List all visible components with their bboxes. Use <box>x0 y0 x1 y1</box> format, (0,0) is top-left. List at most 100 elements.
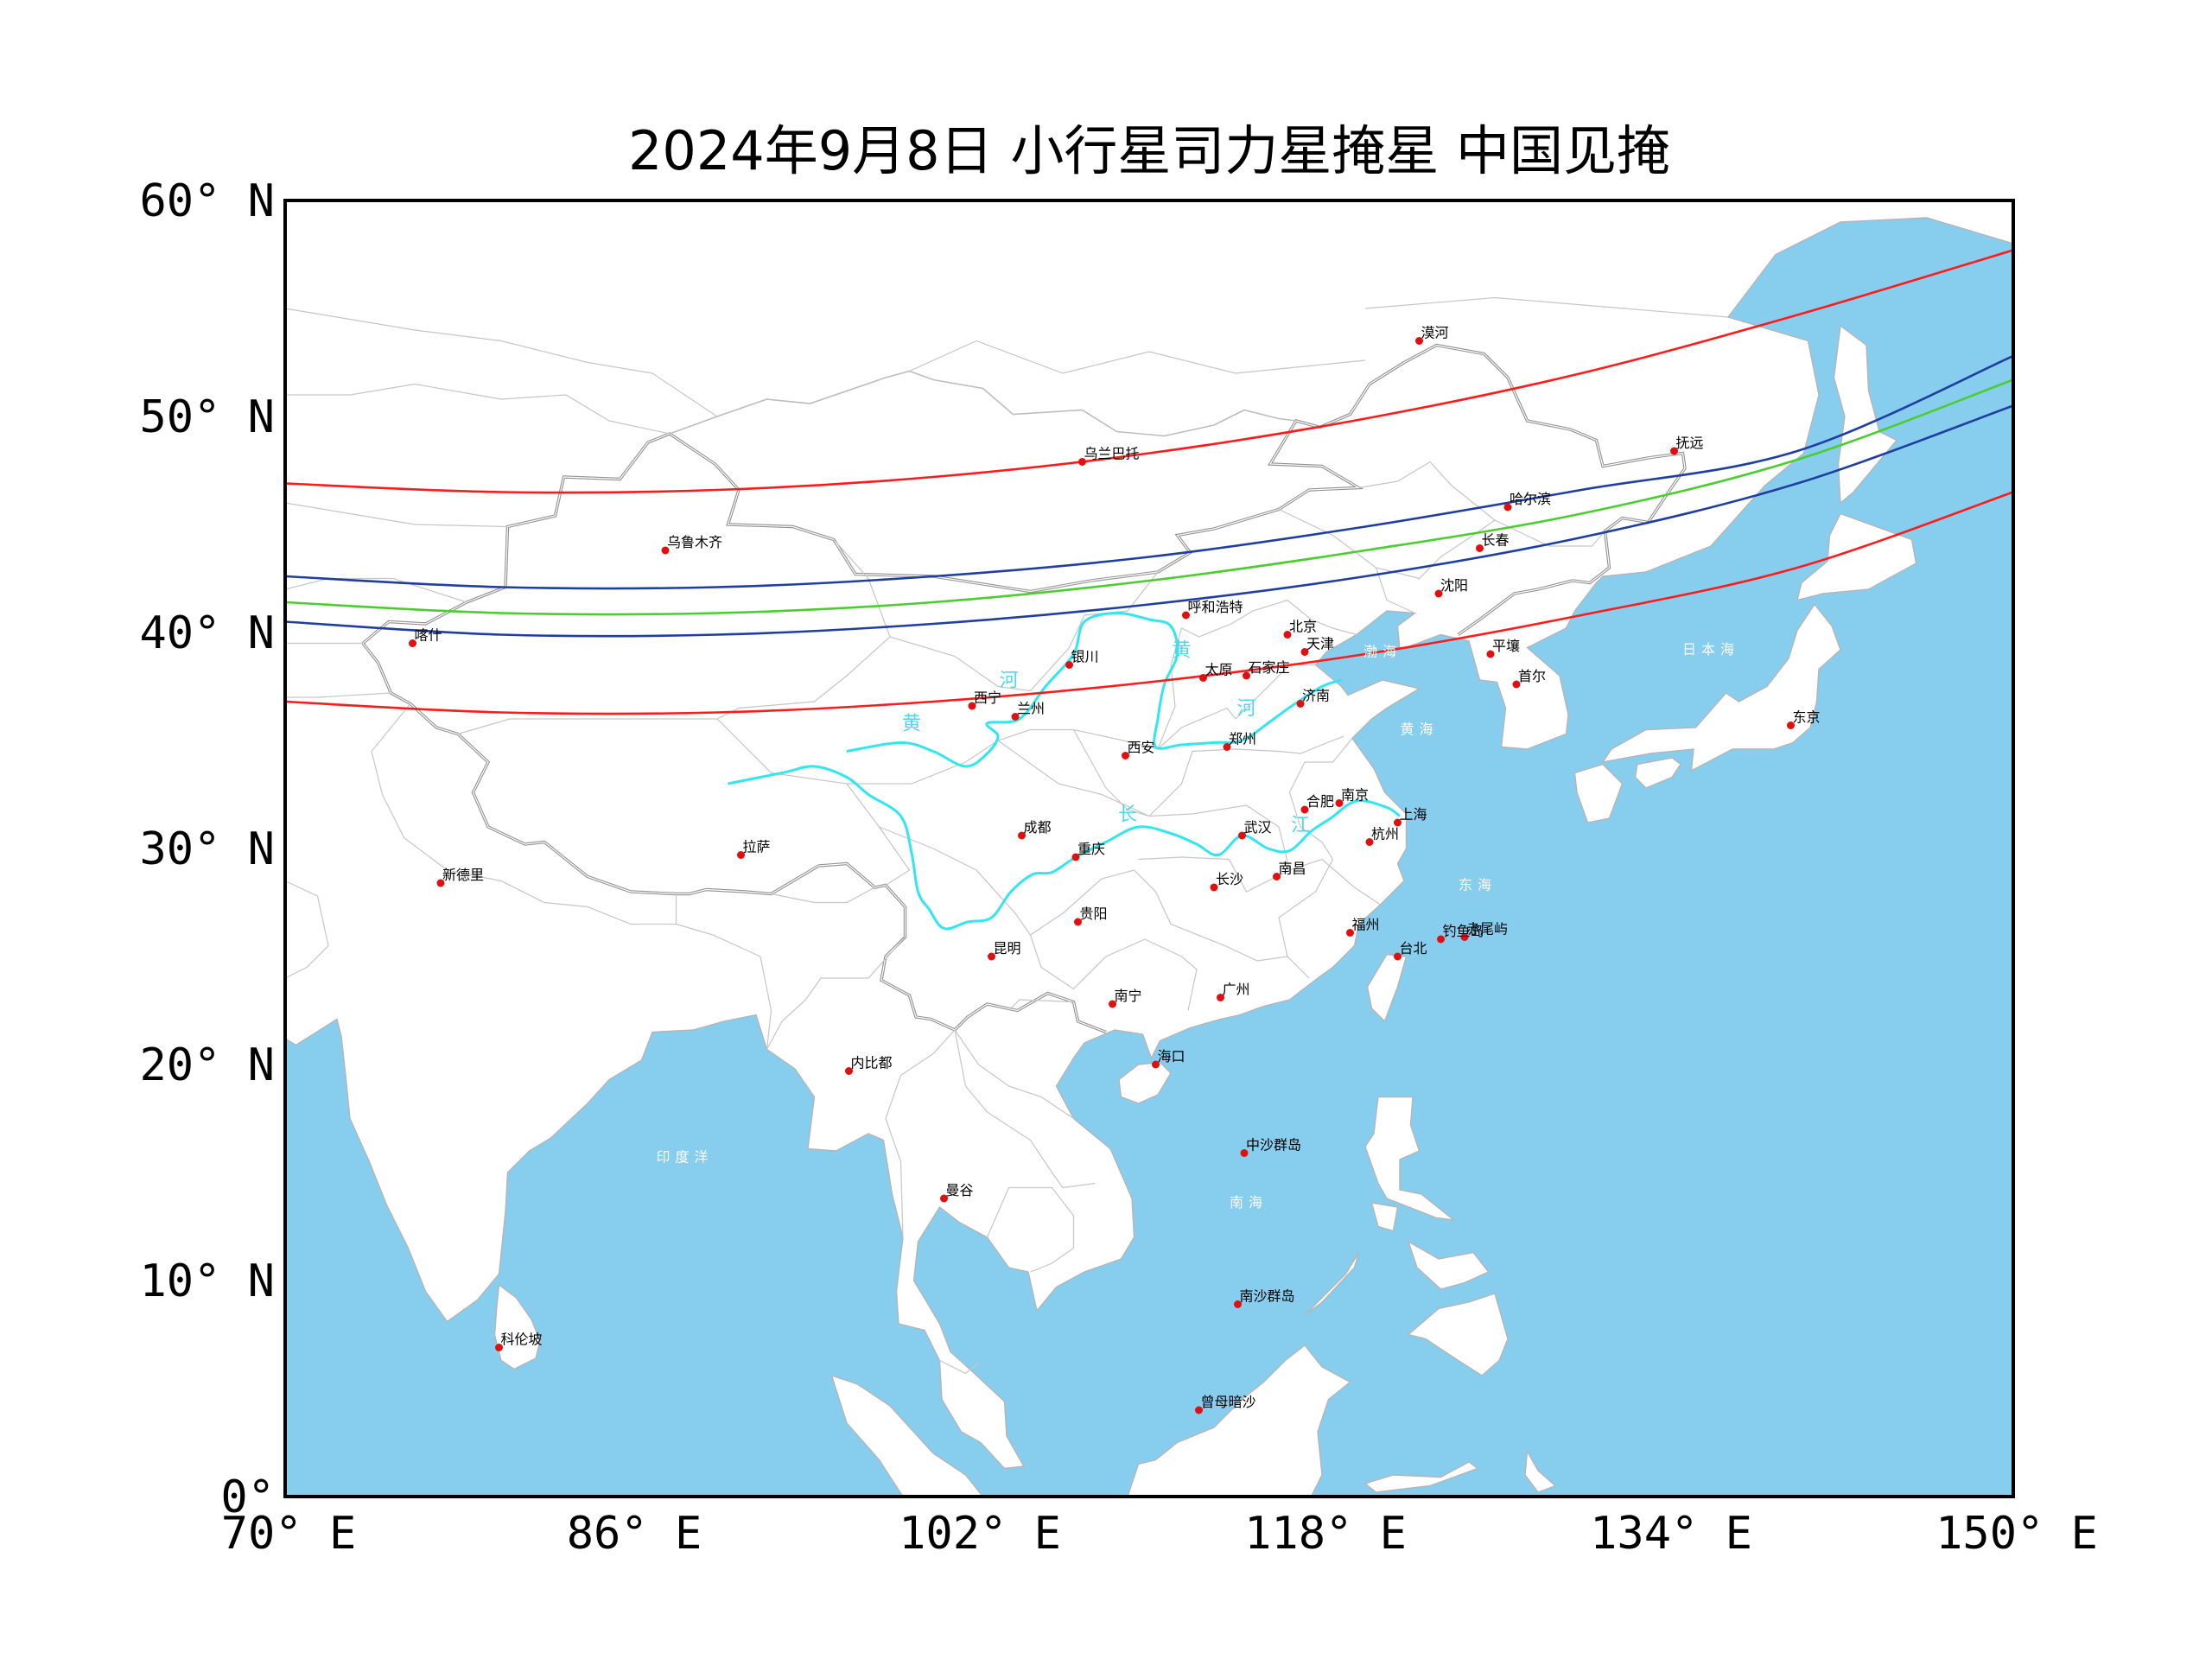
city-marker: 南沙群岛 <box>1234 1288 1295 1308</box>
city-label: 新德里 <box>442 867 484 883</box>
track-shadow-edge-line <box>285 404 2013 638</box>
city-dot <box>1437 935 1445 944</box>
city-label: 太原 <box>1205 662 1233 678</box>
river-label: 长 <box>1118 804 1137 826</box>
city-dot <box>1503 503 1512 512</box>
city-label: 钓鱼岛 <box>1443 923 1484 939</box>
admin-border <box>1494 519 1605 547</box>
city-dot <box>1346 929 1354 937</box>
city-label: 石家庄 <box>1249 659 1290 676</box>
river-label: 河 <box>1236 698 1255 720</box>
city-dot <box>1273 873 1281 880</box>
city-label: 科伦坡 <box>501 1332 543 1348</box>
admin-border <box>1364 296 1729 318</box>
admin-border <box>1278 461 1497 580</box>
city-dot <box>1300 648 1309 656</box>
city-marker: 昆明 <box>988 940 1021 961</box>
land-halmahera <box>1524 1449 1557 1493</box>
map-frame: 渤海黄海日本海东海南海印度洋 黄河黄河长江 漠河乌兰巴托抚远哈尔滨乌鲁木齐 长春沈… <box>285 200 2013 1497</box>
city-marker: 沈阳 <box>1434 577 1468 598</box>
lat-tick-label: 10° N <box>139 1255 275 1307</box>
city-label: 首尔 <box>1518 668 1546 684</box>
city-marker: 乌兰巴托 <box>1078 446 1140 466</box>
city-marker: 中沙群岛 <box>1240 1137 1301 1157</box>
admin-border <box>909 340 1366 374</box>
city-marker: 北京 <box>1283 619 1317 639</box>
city-label: 呼和浩特 <box>1188 599 1243 615</box>
sea-label: 东海 <box>1459 877 1497 893</box>
admin-border <box>1375 567 1415 614</box>
track-center-line <box>285 378 2013 616</box>
city-label: 成都 <box>1024 819 1052 836</box>
city-dot <box>1240 1149 1249 1157</box>
admin-border <box>1008 999 1074 1011</box>
admin-border <box>997 740 1381 906</box>
city-marker: 乌鲁木齐 <box>661 534 722 555</box>
sea-label: 渤海 <box>1363 644 1402 660</box>
city-label: 曾母暗沙 <box>1201 1394 1256 1410</box>
latitude-axis: 60° N 50° N 40° N 30° N 20° N 10° N 0° <box>139 175 275 1523</box>
admin-border <box>285 880 329 979</box>
city-label: 天津 <box>1306 636 1334 652</box>
city-label: 郑州 <box>1229 731 1256 747</box>
land-sumatra-tip <box>830 1374 984 1497</box>
city-marker: 南宁 <box>1109 988 1142 1008</box>
lat-tick-label: 20° N <box>139 1039 275 1091</box>
river-labels: 黄河黄河长江 <box>902 640 1310 837</box>
city-marker: 福州 <box>1346 917 1380 937</box>
admin-border <box>1278 738 1353 957</box>
river-label: 江 <box>1291 815 1310 836</box>
admin-border <box>457 539 891 735</box>
city-dot <box>1074 918 1082 926</box>
track-limit-line <box>285 491 2013 715</box>
admin-border <box>716 718 911 887</box>
city-label: 长沙 <box>1216 871 1243 887</box>
city-label: 抚远 <box>1676 435 1704 451</box>
occultation-tracks <box>285 249 2013 715</box>
city-marker: 内比都 <box>845 1055 893 1075</box>
admin-border <box>676 923 772 1050</box>
city-label: 赤尾屿 <box>1466 921 1508 938</box>
city-marker: 南昌 <box>1273 861 1306 880</box>
city-marker: 科伦坡 <box>495 1332 543 1351</box>
city-marker: 拉萨 <box>737 839 771 859</box>
city-marker: 西安 <box>1122 740 1155 760</box>
city-marker: 平壤 <box>1486 638 1520 658</box>
city-label: 西宁 <box>974 690 1001 706</box>
river-label: 黄 <box>1172 640 1191 662</box>
lat-tick-label: 60° N <box>139 175 275 227</box>
city-label: 哈尔滨 <box>1510 491 1551 507</box>
city-dot <box>1283 631 1292 639</box>
city-dot <box>1210 883 1218 892</box>
lon-tick-label: 86° E <box>567 1508 702 1560</box>
city-marker: 济南 <box>1296 688 1330 708</box>
city-marker: 西宁 <box>968 690 1001 710</box>
city-dot <box>988 952 995 961</box>
city-dot <box>661 546 670 555</box>
admin-border <box>1235 664 1316 720</box>
city-dot <box>1243 671 1250 680</box>
city-label: 平壤 <box>1492 638 1520 654</box>
map-border <box>283 199 2015 1498</box>
land-sakhalin <box>1833 324 1898 505</box>
city-dot <box>1223 743 1231 751</box>
city-marker: 成都 <box>1018 819 1052 840</box>
track-shadow-edge-line <box>285 354 2013 590</box>
city-dot <box>1300 805 1309 814</box>
sea-label: 黄海 <box>1400 721 1438 738</box>
city-marker: 漠河 <box>1415 325 1449 345</box>
admin-border <box>285 383 671 435</box>
city-marker: 银川 <box>1065 649 1099 669</box>
land-japan-honshu <box>1601 603 1841 772</box>
city-label: 银川 <box>1071 649 1099 665</box>
city-label: 拉萨 <box>743 839 771 855</box>
city-label: 曼谷 <box>946 1182 974 1198</box>
city-dot <box>1217 994 1224 1001</box>
city-dot <box>1071 853 1080 861</box>
city-dot <box>1434 589 1443 598</box>
city-label: 乌鲁木齐 <box>667 534 722 550</box>
city-label: 中沙群岛 <box>1246 1137 1301 1154</box>
city-dot <box>940 1194 948 1203</box>
city-marker: 台北 <box>1394 940 1427 961</box>
